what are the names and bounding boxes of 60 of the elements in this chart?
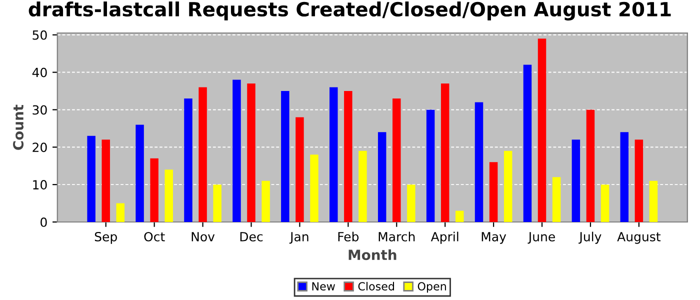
y-tick-label: 40: [32, 68, 47, 78]
bar: [184, 98, 192, 222]
bar: [247, 84, 256, 222]
x-tick-label: Feb: [338, 232, 359, 242]
bar: [600, 184, 610, 222]
bar: [586, 110, 595, 222]
y-tick-label: 0: [40, 217, 47, 227]
bar: [164, 170, 173, 222]
bar: [649, 180, 658, 222]
y-axis-title: Count: [13, 104, 24, 150]
x-tick-label: June: [528, 232, 555, 244]
bar: [310, 154, 318, 222]
bar: [344, 91, 352, 222]
bar: [456, 210, 464, 222]
x-tick-label: April: [430, 232, 458, 244]
bar: [87, 136, 96, 222]
bar: [213, 184, 222, 222]
bar: [116, 203, 125, 222]
bar: [198, 87, 207, 222]
x-tick-label: Jan: [289, 232, 308, 244]
bar: [296, 117, 304, 222]
bar: [281, 91, 290, 222]
x-tick-label: May: [482, 232, 506, 244]
x-tick-label: August: [617, 232, 661, 244]
bar: [523, 64, 532, 222]
y-tick-label: 50: [32, 30, 47, 40]
x-tick-label: Sep: [94, 232, 117, 244]
bar: [538, 38, 546, 222]
bar: [102, 140, 110, 222]
bar: [378, 132, 386, 222]
legend-label: Open: [418, 282, 446, 293]
chart-title: drafts-lastcall Requests Created/Closed/Open August 2011: [28, 2, 671, 20]
y-tick-label: 20: [32, 142, 47, 152]
bar: [504, 150, 512, 222]
bar: [392, 98, 401, 222]
bar: [136, 124, 144, 222]
bar: [552, 177, 561, 222]
bar: [474, 102, 484, 222]
bar: [489, 162, 498, 222]
bar: [150, 158, 158, 222]
legend-label: Closed: [358, 282, 394, 291]
bar: [407, 184, 416, 222]
bar: [440, 84, 450, 222]
x-tick-label: March: [378, 232, 415, 242]
bar: [620, 132, 629, 222]
legend-label: New: [312, 282, 335, 291]
y-tick-label: 10: [33, 180, 47, 190]
x-axis-title: Month: [348, 249, 396, 260]
bar: [426, 110, 435, 222]
bar: [634, 140, 644, 222]
bar: [358, 150, 367, 222]
y-tick-label: 30: [32, 105, 47, 115]
x-tick-label: July: [578, 232, 602, 244]
bar: [232, 80, 241, 222]
x-tick-label: Dec: [240, 232, 263, 242]
x-tick-label: Nov: [192, 232, 215, 242]
bar: [262, 180, 270, 222]
bar: [572, 140, 580, 222]
x-tick-label: Oct: [144, 232, 165, 242]
bar: [330, 87, 338, 222]
